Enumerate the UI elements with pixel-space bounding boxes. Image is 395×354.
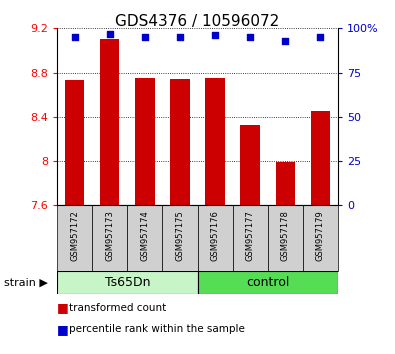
Bar — [233, 205, 267, 271]
Point — [247, 34, 253, 40]
Text: GSM957178: GSM957178 — [280, 211, 290, 262]
Text: percentile rank within the sample: percentile rank within the sample — [69, 324, 245, 334]
Bar — [100, 39, 120, 205]
Text: GSM957175: GSM957175 — [175, 211, 184, 261]
Point — [177, 34, 183, 40]
Point — [71, 34, 78, 40]
Text: transformed count: transformed count — [69, 303, 166, 313]
Bar — [267, 205, 303, 271]
Bar — [170, 79, 190, 205]
Text: control: control — [246, 276, 289, 289]
Bar — [303, 205, 338, 271]
Bar — [135, 78, 154, 205]
Point — [212, 33, 218, 38]
Bar — [57, 205, 92, 271]
Text: ■: ■ — [57, 302, 73, 314]
Text: GSM957174: GSM957174 — [140, 211, 149, 261]
Text: GDS4376 / 10596072: GDS4376 / 10596072 — [115, 14, 280, 29]
Text: GSM957176: GSM957176 — [211, 211, 220, 262]
Point — [107, 31, 113, 36]
Bar — [92, 205, 127, 271]
Bar — [198, 205, 233, 271]
Text: Ts65Dn: Ts65Dn — [105, 276, 150, 289]
Bar — [275, 162, 295, 205]
Bar — [205, 78, 225, 205]
Bar — [57, 271, 198, 294]
Text: GSM957172: GSM957172 — [70, 211, 79, 261]
Bar — [198, 271, 338, 294]
Bar — [127, 205, 162, 271]
Text: GSM957177: GSM957177 — [246, 211, 255, 262]
Text: GSM957173: GSM957173 — [105, 211, 115, 262]
Text: strain ▶: strain ▶ — [4, 277, 48, 287]
Bar — [65, 80, 85, 205]
Bar — [241, 125, 260, 205]
Point — [142, 34, 148, 40]
Bar — [310, 111, 330, 205]
Text: ■: ■ — [57, 323, 73, 336]
Point — [282, 38, 288, 44]
Point — [317, 34, 324, 40]
Bar — [162, 205, 198, 271]
Text: GSM957179: GSM957179 — [316, 211, 325, 261]
